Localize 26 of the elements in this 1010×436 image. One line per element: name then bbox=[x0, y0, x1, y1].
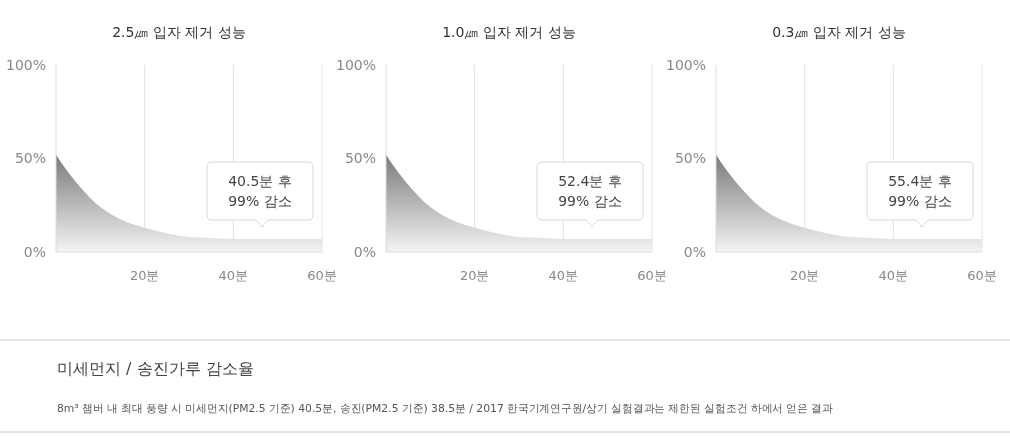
y-tick-label: 50% bbox=[344, 150, 376, 167]
x-tick-label: 60분 bbox=[637, 268, 667, 283]
annotation: 52.4분 후 99% 감소 bbox=[558, 173, 622, 209]
chart-title: 0.3㎛ 입자 제거 성능 bbox=[772, 24, 906, 40]
chart-title: 1.0㎛ 입자 제거 성능 bbox=[442, 24, 576, 40]
text: 8m³ 챔버 내 최대 풍량 시 미세먼지(PM2.5 기준) 40.5분, 송진(PM2.5 기준) 38.5분 / 2017 한국기계연구원/상기 실험결과는 제한된 실험조건 하에서 얻은 결과 bbox=[57, 402, 850, 415]
x-tick-label: 20분 bbox=[459, 268, 490, 283]
x-tick-label: 60분 bbox=[967, 268, 997, 283]
x-tick-label: 40분 bbox=[548, 268, 579, 283]
y-tick-label: 100% bbox=[665, 56, 706, 73]
x-tick-label: 40분 bbox=[878, 268, 909, 283]
y-tick-label: 0% bbox=[683, 243, 706, 260]
x-tick-label: 40분 bbox=[218, 268, 249, 283]
y-tick-label: 100% bbox=[5, 56, 46, 73]
chart-title: 2.5㎛ 입자 제거 성능 bbox=[112, 24, 246, 40]
x-tick-label: 60분 bbox=[307, 268, 337, 283]
annotation: 55.4분 후 99% 감소 bbox=[888, 173, 952, 209]
y-tick-label: 0% bbox=[353, 243, 376, 260]
text: 미세먼지 / 송진가루 감소율 bbox=[57, 359, 254, 378]
x-tick-label: 20분 bbox=[129, 268, 160, 283]
y-tick-label: 0% bbox=[23, 243, 46, 260]
y-tick-label: 50% bbox=[14, 150, 46, 167]
x-tick-label: 20분 bbox=[789, 268, 820, 283]
annotation: 40.5분 후 99% 감소 bbox=[228, 173, 292, 209]
y-tick-label: 50% bbox=[674, 150, 706, 167]
y-tick-label: 100% bbox=[335, 56, 376, 73]
